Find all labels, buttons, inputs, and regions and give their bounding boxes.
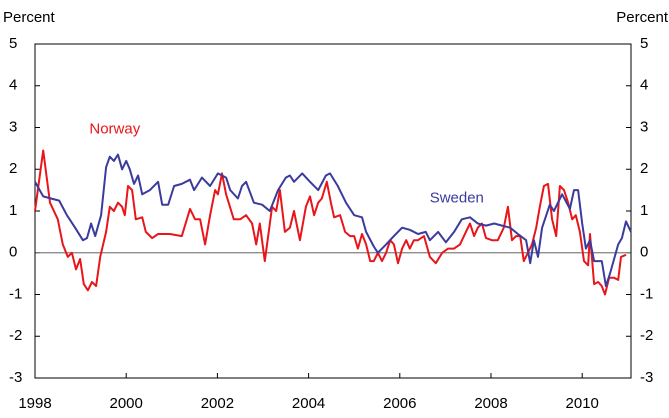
series-line xyxy=(34,153,632,288)
y-tick-label: 2 xyxy=(9,160,17,177)
y-tick-label: 5 xyxy=(9,35,17,52)
y-axis-label: Percent xyxy=(3,9,56,26)
y-tick-label: 3 xyxy=(9,118,17,135)
y2-tick-label: -1 xyxy=(640,285,653,302)
y2-tick-label: 1 xyxy=(640,202,648,219)
y2-tick-label: 5 xyxy=(640,35,648,52)
x-tick-label: 2006 xyxy=(383,395,416,412)
y-tick-label: 0 xyxy=(9,244,17,261)
y-tick-label: -1 xyxy=(9,285,22,302)
y2-tick-label: -2 xyxy=(640,327,653,344)
y2-tick-label: 3 xyxy=(640,118,648,135)
series-label: Norway xyxy=(89,121,140,138)
x-tick-label: 2004 xyxy=(292,395,325,412)
x-tick-label: 2002 xyxy=(201,395,234,412)
y-tick-label: 4 xyxy=(9,77,17,94)
x-tick-label: 2000 xyxy=(110,395,143,412)
y2-tick-label: 2 xyxy=(640,160,648,177)
y-tick-label: 1 xyxy=(9,202,17,219)
y2-tick-label: -3 xyxy=(640,369,653,386)
series-label: Sweden xyxy=(430,189,484,206)
series-line xyxy=(34,149,627,296)
y2-tick-label: 4 xyxy=(640,77,648,94)
y-tick-label: -2 xyxy=(9,327,22,344)
x-tick-label: 1998 xyxy=(18,395,51,412)
x-tick-label: 2010 xyxy=(566,395,599,412)
y2-tick-label: 0 xyxy=(640,244,648,261)
y-tick-label: -3 xyxy=(9,369,22,386)
x-tick-label: 2008 xyxy=(474,395,507,412)
y2-axis-label: Percent xyxy=(616,9,669,26)
